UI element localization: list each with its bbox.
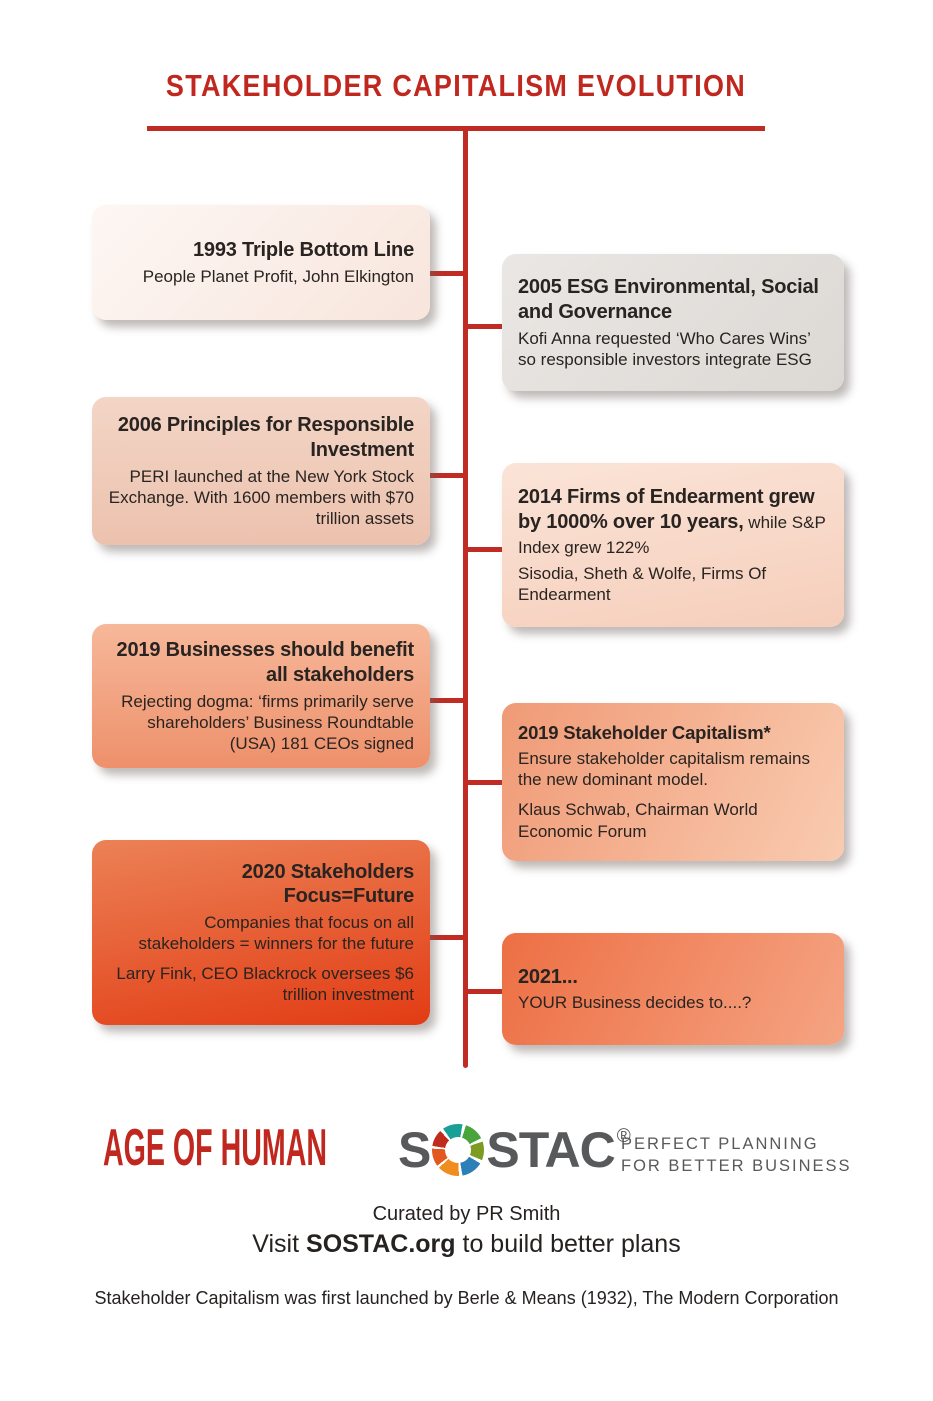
connector-2014 xyxy=(464,547,504,552)
box-body: Rejecting dogma: ‘firms primarily serve … xyxy=(121,691,414,753)
connector-1993 xyxy=(426,271,468,276)
timeline-box-2005: 2005 ESG Environmental, Social and Gover… xyxy=(502,254,844,391)
box-attribution: Larry Fink, CEO Blackrock oversees $6 tr… xyxy=(116,964,414,1005)
timeline-box-2021: 2021... YOUR Business decides to....? xyxy=(502,933,844,1045)
connector-2021 xyxy=(464,989,504,994)
box-heading: 2005 ESG Environmental, Social and Gover… xyxy=(518,276,819,323)
timeline-box-2014: 2014 Firms of Endearment grew by 1000% o… xyxy=(502,463,844,627)
sostac-org-text: SOSTAC.org xyxy=(306,1230,456,1258)
visit-suffix: to build better plans xyxy=(455,1230,681,1258)
connector-2019-right xyxy=(464,780,504,785)
box-body: PERI launched at the New York Stock Exch… xyxy=(108,466,414,528)
sostac-tagline: PERFECT PLANNING FOR BETTER BUSINESS xyxy=(621,1133,852,1178)
visit-line: Visit SOSTAC.org to build better plans xyxy=(0,1230,933,1259)
timeline-box-2006: 2006 Principles for Responsible Investme… xyxy=(92,397,430,545)
timeline-box-2020: 2020 Stakeholders Focus=Future Companies… xyxy=(92,840,430,1025)
footnote-text: Stakeholder Capitalism was first launche… xyxy=(94,1288,839,1308)
tagline-line-2: FOR BETTER BUSINESS xyxy=(621,1157,852,1176)
box-heading: 2006 Principles for Responsible Investme… xyxy=(117,414,414,461)
timeline-top-line xyxy=(147,126,765,131)
connector-2019-left xyxy=(426,698,468,703)
box-heading-bold: 2014 Firms of Endearment grew by 1000% o… xyxy=(518,486,815,534)
timeline-box-1993: 1993 Triple Bottom Line People Planet Pr… xyxy=(92,205,430,320)
box-body: Companies that focus on all stakeholders… xyxy=(138,913,414,954)
aoh-letter-a: A xyxy=(285,1119,307,1177)
box-body: YOUR Business decides to....? xyxy=(518,993,752,1013)
sostac-letters: STAC xyxy=(486,1122,615,1178)
sostac-letter-s: S xyxy=(398,1122,431,1178)
box-heading: 2019 Businesses should benefit all stake… xyxy=(116,639,415,686)
page-title: STAKEHOLDER CAPITALISM EVOLUTION xyxy=(165,68,747,103)
box-body: Sisodia, Sheth & Wolfe, Firms Of Endearm… xyxy=(518,563,767,604)
box-attribution: Klaus Schwab, Chairman World Economic Fo… xyxy=(518,800,758,841)
sostac-ring-icon xyxy=(432,1124,485,1176)
connector-2006 xyxy=(426,473,468,478)
box-heading: 2020 Stakeholders Focus=Future xyxy=(241,860,414,908)
sostac-ring-hole xyxy=(445,1137,472,1163)
visit-prefix: Visit xyxy=(252,1230,307,1258)
aoh-text-1: AGE OF HUM xyxy=(103,1119,286,1177)
box-heading-rest: while S&P Index grew 122% xyxy=(518,513,826,557)
connector-2020 xyxy=(426,935,468,940)
connector-2005 xyxy=(464,324,504,329)
box-body: Ensure stakeholder capitalism remains th… xyxy=(518,749,810,790)
age-of-human-logo: AGE OF HUMA N xyxy=(103,1122,327,1174)
hand-icon xyxy=(292,1154,299,1171)
curated-by-text: Curated by PR Smith xyxy=(372,1203,561,1225)
aoh-text-2: N xyxy=(306,1119,328,1177)
sostac-logo: S STAC ® xyxy=(398,1120,631,1180)
timeline-spine xyxy=(463,126,468,1068)
timeline-box-2019-right: 2019 Stakeholder Capitalism* Ensure stak… xyxy=(502,703,844,861)
box-heading: 2021... xyxy=(518,965,578,988)
box-heading: 2019 Stakeholder Capitalism* xyxy=(518,722,771,744)
tagline-line-1: PERFECT PLANNING xyxy=(621,1135,819,1153)
box-heading: 2014 Firms of Endearment grew by 1000% o… xyxy=(518,485,828,559)
box-body: People Planet Profit, John Elkington xyxy=(142,266,414,286)
timeline-box-2019-left: 2019 Businesses should benefit all stake… xyxy=(92,624,430,768)
box-body: Kofi Anna requested ‘Who Cares Wins’ so … xyxy=(518,328,812,369)
box-heading: 1993 Triple Bottom Line xyxy=(192,239,414,262)
registered-mark: ® xyxy=(616,1126,631,1147)
